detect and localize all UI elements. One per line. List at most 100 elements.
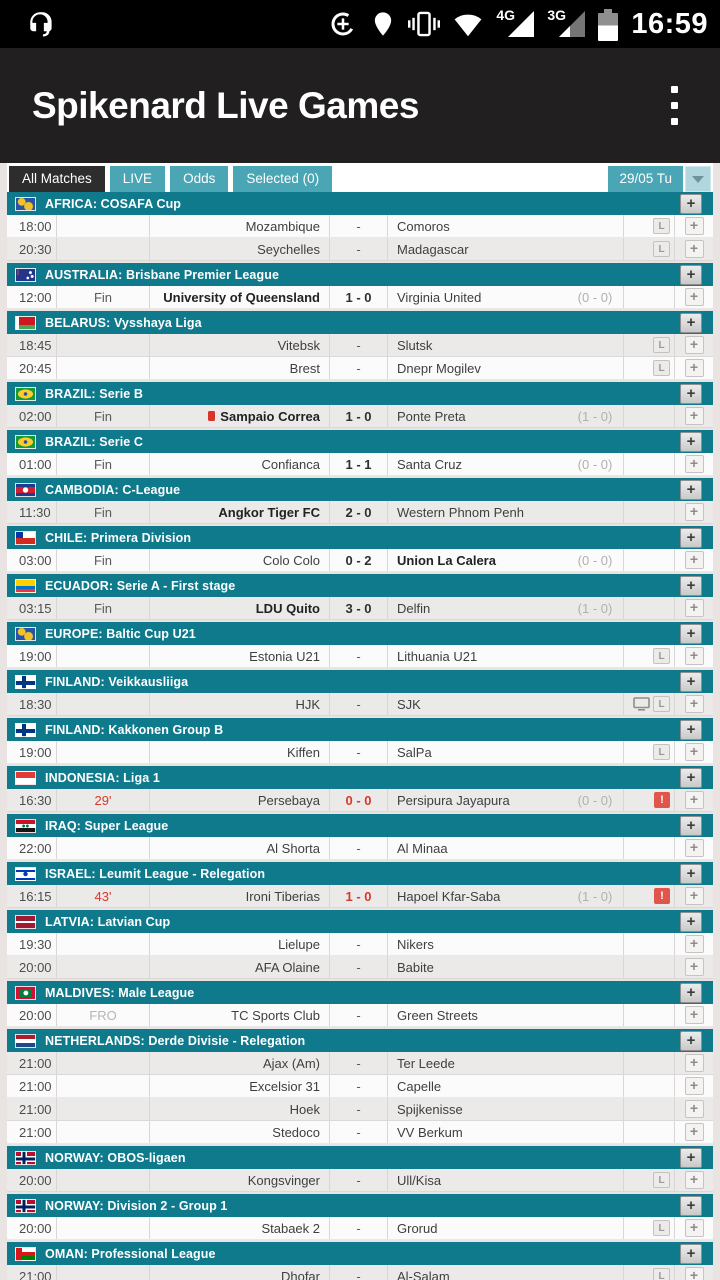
add-match-button[interactable]: + <box>684 599 704 617</box>
add-match-button[interactable]: + <box>684 1267 704 1280</box>
add-match-button[interactable]: + <box>684 743 704 761</box>
league-header[interactable]: BELARUS: Vysshaya Liga + <box>7 311 713 334</box>
league-header[interactable]: OMAN: Professional League + <box>7 1242 713 1265</box>
league-header[interactable]: AFRICA: COSAFA Cup + <box>7 192 713 215</box>
match-row[interactable]: 03:15 Fin LDU Quito 3 - 0 Delfin (1 - 0) + <box>7 597 713 620</box>
match-row[interactable]: 20:00 AFA Olaine - Babite + <box>7 956 713 979</box>
league-header[interactable]: EUROPE: Baltic Cup U21 + <box>7 622 713 645</box>
add-match-button[interactable]: + <box>684 1123 704 1141</box>
add-match-button[interactable]: + <box>684 695 704 713</box>
match-row[interactable]: 18:00 Mozambique - Comoros L + <box>7 215 713 238</box>
league-header[interactable]: AUSTRALIA: Brisbane Premier League + <box>7 263 713 286</box>
add-league-button[interactable]: + <box>680 815 702 836</box>
add-league-button[interactable]: + <box>680 911 702 932</box>
league-header[interactable]: CAMBODIA: C-League + <box>7 478 713 501</box>
match-row[interactable]: 20:30 Seychelles - Madagascar L + <box>7 238 713 261</box>
date-label[interactable]: 29/05 Tu <box>608 166 683 192</box>
match-row[interactable]: 02:00 Fin Sampaio Correa 1 - 0 Ponte Preta (1… <box>7 405 713 428</box>
add-league-button[interactable]: + <box>680 623 702 644</box>
add-league-button[interactable]: + <box>680 863 702 884</box>
flag-iraq-icon <box>15 818 36 833</box>
league-header[interactable]: FINLAND: Kakkonen Group B + <box>7 718 713 741</box>
match-row[interactable]: 21:00 Hoek - Spijkenisse + <box>7 1098 713 1121</box>
match-row[interactable]: 11:30 Fin Angkor Tiger FC 2 - 0 Western Phno… <box>7 501 713 524</box>
add-match-button[interactable]: + <box>684 407 704 425</box>
match-row[interactable]: 20:00 FRO TC Sports Club - Green Streets + <box>7 1004 713 1027</box>
add-match-button[interactable]: + <box>684 791 704 809</box>
league-header[interactable]: IRAQ: Super League + <box>7 814 713 837</box>
match-row[interactable]: 19:00 Estonia U21- Lithuania U21 L + <box>7 645 713 668</box>
add-league-button[interactable]: + <box>680 431 702 452</box>
match-row[interactable]: 16:30 29' Persebaya 0 - 0 Persipura Jayapura… <box>7 789 713 812</box>
add-match-button[interactable]: + <box>684 1100 704 1118</box>
add-league-button[interactable]: + <box>680 527 702 548</box>
add-league-button[interactable]: + <box>680 982 702 1003</box>
match-row[interactable]: 20:00 Kongsvinger - Ull/Kisa L + <box>7 1169 713 1192</box>
add-league-button[interactable]: + <box>680 312 702 333</box>
league-header[interactable]: BRAZIL: Serie B + <box>7 382 713 405</box>
add-league-button[interactable]: + <box>680 383 702 404</box>
add-match-button[interactable]: + <box>684 240 704 258</box>
match-row[interactable]: 12:00 Fin University of Queensland 1 - 0 Vir… <box>7 286 713 309</box>
overflow-menu-icon[interactable] <box>671 86 678 125</box>
match-row[interactable]: 20:00 Stabaek 2- Grorud L + <box>7 1217 713 1240</box>
add-match-button[interactable]: + <box>684 1054 704 1072</box>
add-league-button[interactable]: + <box>680 1147 702 1168</box>
add-league-button[interactable]: + <box>680 193 702 214</box>
league-header[interactable]: CHILE: Primera Division + <box>7 526 713 549</box>
match-row[interactable]: 18:45 Vitebsk - Slutsk L + <box>7 334 713 357</box>
match-row[interactable]: 22:00 Al Shorta - Al Minaa + <box>7 837 713 860</box>
add-match-button[interactable]: + <box>684 839 704 857</box>
league-header[interactable]: ISRAEL: Leumit League - Relegation + <box>7 862 713 885</box>
tab-all-matches[interactable]: All Matches <box>9 166 105 192</box>
match-row[interactable]: 21:00 Excelsior 31- Capelle + <box>7 1075 713 1098</box>
league-header[interactable]: NORWAY: Division 2 - Group 1 + <box>7 1194 713 1217</box>
add-match-button[interactable]: + <box>684 647 704 665</box>
add-match-button[interactable]: + <box>684 935 704 953</box>
tab-selected[interactable]: Selected (0) <box>233 166 333 192</box>
add-match-button[interactable]: + <box>684 288 704 306</box>
league-header[interactable]: ECUADOR: Serie A - First stage + <box>7 574 713 597</box>
league-header[interactable]: NORWAY: OBOS-ligaen + <box>7 1146 713 1169</box>
add-league-button[interactable]: + <box>680 719 702 740</box>
add-match-button[interactable]: + <box>684 503 704 521</box>
league-header[interactable]: LATVIA: Latvian Cup + <box>7 910 713 933</box>
league-header[interactable]: MALDIVES: Male League + <box>7 981 713 1004</box>
match-row[interactable]: 19:30 Lielupe - Nikers + <box>7 933 713 956</box>
match-row[interactable]: 01:00 Fin Confianca 1 - 1 Santa Cruz (0 - 0) + <box>7 453 713 476</box>
add-match-button[interactable]: + <box>684 217 704 235</box>
add-match-button[interactable]: + <box>684 887 704 905</box>
add-league-button[interactable]: + <box>680 1030 702 1051</box>
match-row[interactable]: 21:00 Stedoco - VV Berkum + <box>7 1121 713 1144</box>
match-row[interactable]: 18:30 HJK - SJK L + <box>7 693 713 716</box>
add-league-button[interactable]: + <box>680 671 702 692</box>
match-row[interactable]: 20:45 Brest - Dnepr Mogilev L + <box>7 357 713 380</box>
add-league-button[interactable]: + <box>680 1195 702 1216</box>
add-match-button[interactable]: + <box>684 551 704 569</box>
league-header[interactable]: INDONESIA: Liga 1 + <box>7 766 713 789</box>
tab-live[interactable]: LIVE <box>109 166 166 192</box>
add-match-button[interactable]: + <box>684 455 704 473</box>
add-league-button[interactable]: + <box>680 264 702 285</box>
add-league-button[interactable]: + <box>680 1243 702 1264</box>
match-row[interactable]: 21:00 Dhofar - Al-Salam L + <box>7 1265 713 1280</box>
add-league-button[interactable]: + <box>680 575 702 596</box>
add-league-button[interactable]: + <box>680 767 702 788</box>
add-match-button[interactable]: + <box>684 1219 704 1237</box>
match-row[interactable]: 19:00 Kiffen - SalPa L + <box>7 741 713 764</box>
tab-odds[interactable]: Odds <box>170 166 229 192</box>
add-league-button[interactable]: + <box>680 479 702 500</box>
add-match-button[interactable]: + <box>684 336 704 354</box>
add-match-button[interactable]: + <box>684 1006 704 1024</box>
add-match-button[interactable]: + <box>684 1077 704 1095</box>
league-header[interactable]: FINLAND: Veikkausliiga + <box>7 670 713 693</box>
match-row[interactable]: 21:00 Ajax (Am) - Ter Leede + <box>7 1052 713 1075</box>
match-row[interactable]: 16:15 43' Ironi Tiberias 1 - 0 Hapoel Kfar-S… <box>7 885 713 908</box>
league-header[interactable]: BRAZIL: Serie C + <box>7 430 713 453</box>
calendar-dropdown-icon[interactable] <box>685 166 711 192</box>
add-match-button[interactable]: + <box>684 1171 704 1189</box>
add-match-button[interactable]: + <box>684 958 704 976</box>
match-row[interactable]: 03:00 Fin Colo Colo 0 - 2 Union La Calera (0 … <box>7 549 713 572</box>
league-header[interactable]: NETHERLANDS: Derde Divisie - Relegation + <box>7 1029 713 1052</box>
add-match-button[interactable]: + <box>684 359 704 377</box>
